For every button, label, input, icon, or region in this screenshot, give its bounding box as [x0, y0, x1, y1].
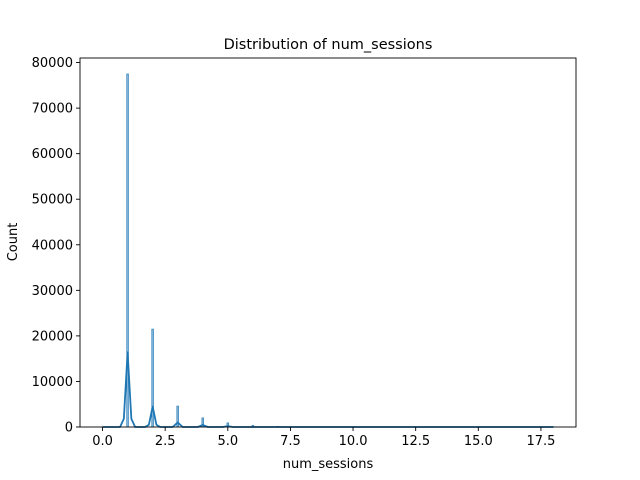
x-tick-label-7: 17.5 [526, 434, 555, 449]
x-tick-label-0: 0.0 [92, 434, 113, 449]
y-tick-label-4: 40000 [32, 238, 73, 253]
y-tick-label-2: 20000 [32, 329, 73, 344]
x-tick-label-2: 5.0 [217, 434, 238, 449]
y-tick-label-8: 80000 [32, 56, 73, 71]
kde-curve [102, 351, 554, 428]
y-tick-label-0: 0 [65, 421, 73, 436]
y-tick-label-6: 60000 [32, 147, 73, 162]
y-tick-label-5: 50000 [32, 193, 73, 208]
y-tick-label-1: 10000 [32, 375, 73, 390]
y-tick-label-7: 70000 [32, 102, 73, 117]
x-tick-label-1: 2.5 [155, 434, 176, 449]
axes-frame [79, 57, 577, 428]
y-axis-label: Count [6, 223, 21, 262]
x-tick-label-3: 7.5 [280, 434, 301, 449]
x-tick-label-5: 12.5 [401, 434, 430, 449]
x-tick-label-6: 15.0 [464, 434, 493, 449]
chart-title: Distribution of num_sessions [224, 37, 433, 53]
plot-area: 0.0 2.5 5.0 7.5 10.0 12.5 15.0 17.5 0 10000 20000 3… [32, 56, 577, 449]
x-axis-label: num_sessions [283, 457, 374, 472]
x-tick-label-4: 10.0 [339, 434, 368, 449]
y-tick-label-3: 30000 [32, 284, 73, 299]
